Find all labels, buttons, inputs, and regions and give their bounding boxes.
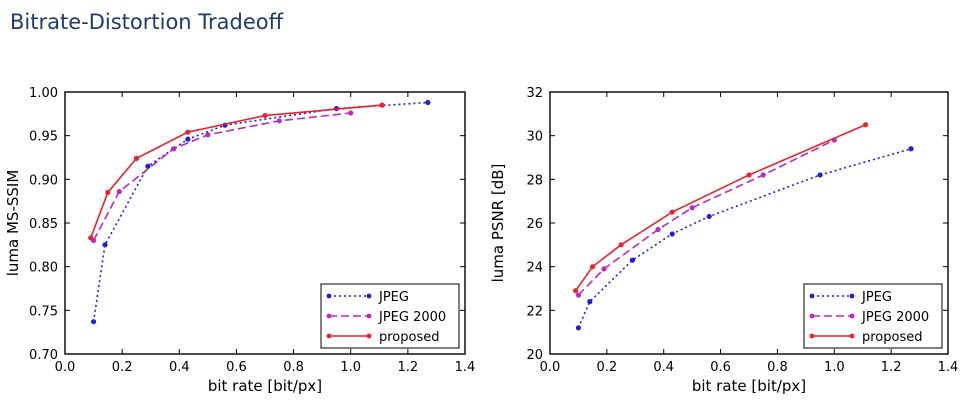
c2-y-axis-label: luma PSNR [dB] <box>489 164 507 283</box>
c2-point-jpeg <box>908 146 914 152</box>
c1-point-proposed <box>133 155 140 161</box>
c2-x-tick-label: 0.6 <box>710 360 731 375</box>
c1-legend-label-jpeg-2000: JPEG 2000 <box>378 310 446 325</box>
c2-y-tick-label: 22 <box>526 304 543 319</box>
c1-point-proposed <box>379 102 385 108</box>
c2-legend-marker <box>849 293 855 299</box>
c1-point-jpeg <box>90 319 97 325</box>
c2-y-tick-label: 26 <box>526 217 543 232</box>
c2-point-proposed <box>669 209 675 215</box>
c2-x-tick-label: 0.0 <box>540 360 561 375</box>
c2-point-proposed <box>618 242 624 248</box>
c2-legend-marker <box>849 313 855 319</box>
c1-x-tick-label: 0.8 <box>283 360 304 375</box>
c1-x-tick-label: 0.6 <box>226 360 247 375</box>
c2-series-line-jpeg-2000 <box>577 139 835 296</box>
c2-point-jpeg-2000 <box>760 172 766 178</box>
c1-plot-frame <box>64 91 466 355</box>
c2-x-axis-label: bit rate [bit/px] <box>692 377 806 395</box>
c2-point-jpeg <box>817 172 823 178</box>
c1-y-tick-label: 0.80 <box>29 261 58 276</box>
c1-x-tick-label: 1.0 <box>340 360 361 375</box>
c1-y-tick-label: 0.90 <box>29 173 58 188</box>
c1-y-tick-label: 0.70 <box>29 348 58 363</box>
c1-point-jpeg-2000 <box>116 188 122 195</box>
c1-y-tick-label: 0.95 <box>29 130 58 145</box>
c2-legend-marker <box>809 293 815 299</box>
c2-point-jpeg-2000 <box>689 205 695 211</box>
c1-point-jpeg <box>102 242 108 248</box>
c2-y-tick-label: 20 <box>526 348 543 363</box>
c2-series-line-proposed <box>574 124 866 292</box>
c1-point-proposed <box>185 129 191 135</box>
c2-point-proposed <box>590 264 596 270</box>
c2-point-jpeg-2000 <box>575 292 582 298</box>
c2-point-jpeg <box>706 213 712 220</box>
c1-point-jpeg-2000 <box>348 110 354 116</box>
page-title: Bitrate-Distortion Tradeoff <box>10 10 284 34</box>
c1-y-tick-label: 1.00 <box>29 86 58 101</box>
c1-legend-marker <box>326 293 332 299</box>
c2-legend-label-proposed: proposed <box>862 330 923 345</box>
c2-point-jpeg <box>575 325 582 331</box>
c1-point-jpeg <box>425 99 431 106</box>
c1-point-proposed <box>262 112 268 119</box>
c2-point-proposed <box>572 288 579 294</box>
c2-x-tick-label: 0.4 <box>653 360 674 375</box>
c1-point-jpeg-2000 <box>170 146 177 152</box>
c1-y-axis-label: luma MS-SSIM <box>4 170 22 277</box>
c1-point-jpeg-2000 <box>276 118 282 124</box>
c2-point-jpeg <box>587 299 593 305</box>
c1-x-tick-label: 1.2 <box>398 360 419 375</box>
c1-x-tick-label: 0.0 <box>55 360 76 375</box>
c1-series-line-proposed <box>89 104 383 239</box>
c1-legend-marker <box>366 313 372 319</box>
c2-legend-label-jpeg: JPEG <box>861 290 892 305</box>
c2-x-tick-label: 1.2 <box>881 360 902 375</box>
c1-point-proposed <box>88 235 94 241</box>
c1-y-tick-label: 0.85 <box>29 217 58 232</box>
c1-legend-marker <box>326 313 332 319</box>
c2-point-jpeg <box>669 231 675 237</box>
c1-legend-label-jpeg: JPEG <box>378 290 409 305</box>
c2-x-tick-label: 0.2 <box>597 360 618 375</box>
c2-plot-frame <box>549 91 949 355</box>
c1-point-jpeg <box>145 163 151 169</box>
c1-legend-label-proposed: proposed <box>379 330 440 345</box>
c2-legend-marker <box>849 333 855 339</box>
c1-x-tick-label: 0.2 <box>112 360 133 375</box>
c2-point-proposed <box>862 122 869 128</box>
c1-legend-marker <box>326 333 332 339</box>
c2-point-jpeg-2000 <box>655 226 661 233</box>
c2-x-tick-label: 1.0 <box>824 360 845 375</box>
c1-legend-marker <box>366 293 372 299</box>
c1-y-tick-label: 0.75 <box>29 304 58 319</box>
c1-point-jpeg-2000 <box>205 132 211 138</box>
c1-legend-marker <box>366 333 372 339</box>
c2-legend-marker <box>809 313 815 319</box>
c2-y-tick-label: 30 <box>526 130 543 145</box>
c1-x-tick-label: 0.4 <box>169 360 190 375</box>
c2-legend-marker <box>809 333 815 339</box>
c2-point-jpeg-2000 <box>601 266 607 272</box>
c2-legend-label-jpeg-2000: JPEG 2000 <box>861 310 929 325</box>
c2-point-jpeg <box>629 257 636 263</box>
c2-x-tick-label: 0.8 <box>767 360 788 375</box>
c1-x-tick-label: 1.4 <box>455 360 476 375</box>
c1-series-line-jpeg-2000 <box>92 112 351 241</box>
c2-x-tick-label: 1.4 <box>938 360 959 375</box>
c1-point-proposed <box>105 189 111 196</box>
c2-y-tick-label: 32 <box>526 86 543 101</box>
c2-point-proposed <box>746 172 752 178</box>
c1-x-axis-label: bit rate [bit/px] <box>208 377 322 395</box>
c2-y-tick-label: 24 <box>526 261 543 276</box>
c1-point-jpeg <box>185 136 191 142</box>
c2-y-tick-label: 28 <box>526 173 543 188</box>
